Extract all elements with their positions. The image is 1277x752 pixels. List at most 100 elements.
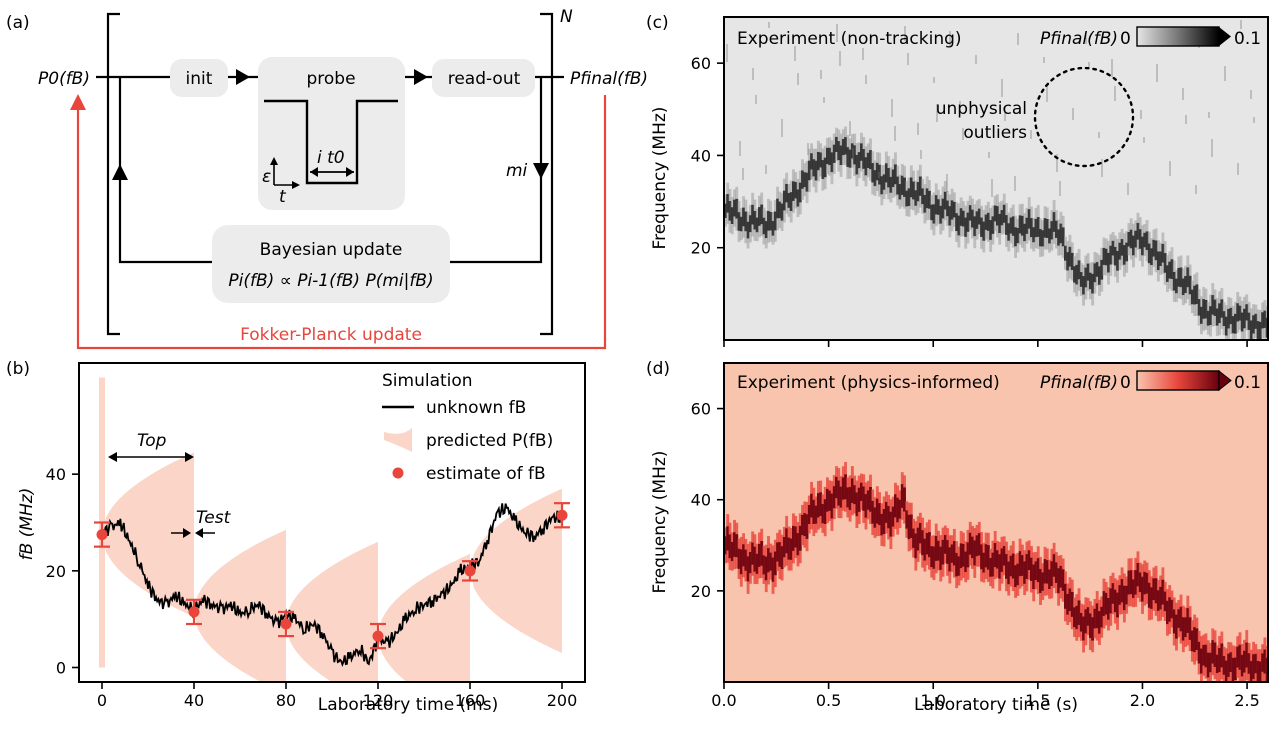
heat-column-core <box>1179 606 1183 632</box>
heat-column-core <box>837 141 841 161</box>
panel-d-heatmap <box>724 363 1268 682</box>
heat-column-core <box>1048 569 1051 590</box>
heat-column-core <box>1034 561 1038 581</box>
heat-column-core <box>1095 262 1099 277</box>
heat-column-core <box>966 212 970 232</box>
heat-column-core <box>1181 278 1185 296</box>
heat-column-core <box>968 205 972 221</box>
heat-column-core <box>1186 608 1190 633</box>
heat-column-core <box>1193 627 1197 653</box>
heat-column-core <box>941 539 945 565</box>
heat-column-core <box>1039 229 1042 247</box>
heat-column-core <box>900 175 904 195</box>
heat-column-core <box>984 544 988 568</box>
b-xtick-label: 0 <box>97 691 107 710</box>
heat-column-core <box>977 208 981 225</box>
heat-column-core <box>1245 304 1249 321</box>
heat-column-core <box>771 557 775 582</box>
heat-column-core <box>1025 217 1029 234</box>
heat-column-core <box>916 527 920 551</box>
heat-column-core <box>778 201 782 219</box>
heat-column-core <box>785 183 789 203</box>
heat-column-core <box>1052 212 1056 232</box>
panel-c-cb-min: 0 <box>1120 29 1131 49</box>
heat-column-core <box>764 556 768 581</box>
heat-column-core <box>724 536 727 555</box>
heat-column-core <box>1120 239 1124 256</box>
heat-column-core <box>857 487 861 512</box>
estimate-point-3 <box>370 622 386 650</box>
heat-column-core <box>962 543 965 567</box>
heat-column-core <box>1036 558 1040 583</box>
heat-column-core <box>735 198 739 219</box>
heat-column-core <box>1172 609 1176 634</box>
heat-column-core <box>928 190 931 209</box>
b-ytick-label: 20 <box>46 562 66 581</box>
heat-column-core <box>1240 312 1244 332</box>
t-est-arrowhead-left <box>183 528 191 538</box>
heat-column-core <box>909 177 913 198</box>
heat-column-core <box>1025 554 1029 579</box>
heat-column-core <box>1222 656 1226 675</box>
heat-column-core <box>1184 276 1187 293</box>
heat-column-core <box>1057 229 1061 246</box>
heat-column-core <box>814 160 818 181</box>
heat-column-core <box>889 176 893 193</box>
heat-column-core <box>1188 275 1192 295</box>
probe-label: probe <box>306 69 355 89</box>
heat-column-core <box>1041 572 1045 591</box>
heat-xtick-label: 2.0 <box>1130 691 1155 710</box>
heat-column-core <box>937 199 940 215</box>
heat-column-core <box>1177 609 1181 628</box>
heat-column-core <box>1261 312 1265 329</box>
heat-column-core <box>1041 230 1045 247</box>
heat-column-core <box>1095 603 1099 629</box>
heat-column-core <box>1200 648 1203 674</box>
heat-column-core <box>776 198 779 219</box>
estimate-marker <box>188 606 200 618</box>
heat-column-core <box>760 541 764 566</box>
heat-column-core <box>964 551 968 573</box>
heat-column-core <box>939 546 943 570</box>
heat-column-core <box>916 182 920 202</box>
heat-column-core <box>1152 578 1156 601</box>
measurement-label: mi <box>506 161 528 181</box>
heat-column-core <box>1068 588 1072 611</box>
heat-column-core <box>1014 565 1017 587</box>
heat-column-core <box>1154 240 1158 261</box>
heat-column-core <box>1170 599 1174 619</box>
heat-column-core <box>1238 305 1242 321</box>
heat-column-core <box>941 198 945 219</box>
heat-column-core <box>1161 243 1165 263</box>
heat-column-core <box>952 201 956 218</box>
panel-c-cb-max: 0.1 <box>1234 29 1261 49</box>
heat-ytick-label: 20 <box>691 239 711 258</box>
heat-column-core <box>980 217 983 237</box>
heat-column-core <box>751 542 755 565</box>
heat-column-core <box>1150 587 1153 609</box>
heat-column-core <box>1204 299 1208 319</box>
heat-column-core <box>1190 289 1194 305</box>
heat-column-core <box>1263 649 1267 674</box>
heat-column-core <box>925 532 929 555</box>
t-axis-arrowhead <box>292 181 300 189</box>
heat-column-core <box>746 556 750 582</box>
heat-column-core <box>1093 263 1097 283</box>
heat-column-core <box>955 213 959 232</box>
heat-column-core <box>776 542 779 562</box>
heat-column-core <box>984 214 988 230</box>
heat-column-core <box>1014 227 1017 247</box>
heat-column-core <box>1091 617 1095 641</box>
heat-column-core <box>1000 548 1004 572</box>
heat-column-core <box>932 204 936 224</box>
heat-column-core <box>798 182 802 203</box>
predicted-band-0 <box>102 452 194 617</box>
heat-column-core <box>1079 272 1083 287</box>
heat-column-core <box>948 547 952 572</box>
heat-column-core <box>1175 278 1178 294</box>
heat-column-core <box>1000 210 1004 226</box>
eps-axis-arrowhead <box>270 157 278 165</box>
heat-column-core <box>830 152 834 173</box>
fokker-planck-loop <box>76 95 607 350</box>
heat-column-core <box>903 177 906 197</box>
